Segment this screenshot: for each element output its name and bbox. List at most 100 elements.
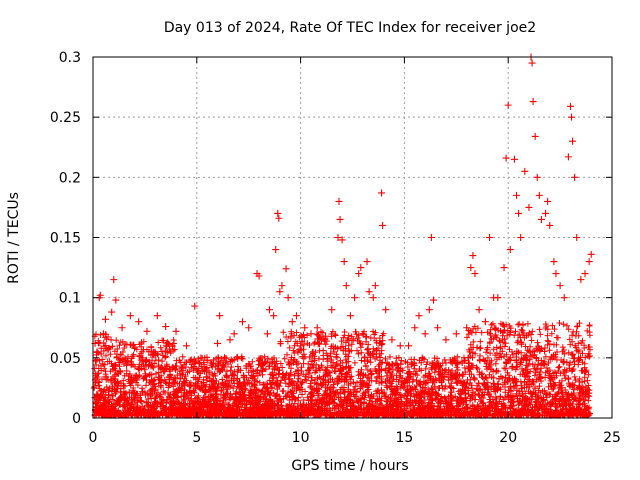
scatter-point — [429, 296, 437, 304]
y-tick-label: 0.05 — [50, 351, 81, 367]
scatter-point — [552, 270, 560, 278]
scatter-point — [510, 155, 518, 163]
scatter-point — [535, 191, 543, 199]
scatter-point — [216, 312, 224, 320]
y-axis-title: ROTI / TECUs — [6, 192, 22, 284]
x-tick-label: 10 — [292, 430, 310, 446]
dense-points-path — [91, 320, 594, 419]
scatter-point — [396, 342, 404, 350]
scatter-point — [481, 318, 489, 326]
scatter-point — [569, 137, 577, 145]
scatter-point — [282, 265, 290, 273]
scatter-point — [529, 98, 537, 106]
scatter-point — [197, 354, 205, 362]
scatter-point — [585, 258, 593, 266]
x-tick-label: 0 — [89, 430, 98, 446]
scatter-point — [153, 312, 161, 320]
scatter-point — [93, 348, 101, 356]
scatter-point — [292, 312, 300, 320]
x-tick-label: 15 — [395, 430, 413, 446]
scatter-point — [265, 306, 273, 314]
scatter-point — [301, 324, 309, 332]
scatter-point — [245, 324, 253, 332]
scatter-point — [581, 270, 589, 278]
scatter-point — [587, 250, 595, 258]
scatter-point — [203, 356, 211, 364]
scatter-point — [110, 276, 118, 284]
scatter-point — [297, 342, 305, 350]
scatter-point — [274, 209, 282, 217]
scatter-point — [515, 209, 523, 217]
scatter-point — [434, 324, 442, 332]
scatter-point — [288, 318, 296, 326]
scatter-point — [338, 236, 346, 244]
scatter-point — [537, 215, 545, 223]
scatter-point — [230, 330, 238, 338]
scatter-point — [521, 167, 529, 175]
scatter-point — [143, 327, 151, 335]
scatter-point — [571, 173, 579, 181]
axis-ticks: 0 5 10 15 20 25 0 0.05 0.1 0.15 0.2 0.25 0.3 — [50, 50, 621, 446]
scatter-point — [135, 318, 143, 326]
scatter-point — [99, 330, 107, 338]
scatter-point — [371, 282, 379, 290]
scatter-point — [560, 294, 568, 302]
scatter-point — [263, 330, 271, 338]
scatter-point — [469, 252, 477, 260]
scatter-point — [568, 113, 576, 121]
scatter-point — [284, 294, 292, 302]
scatter-point — [556, 282, 564, 290]
grid — [93, 57, 612, 418]
scatter-point — [405, 342, 413, 350]
scatter-point — [467, 264, 475, 272]
scatter-point — [452, 330, 460, 338]
scatter-point — [411, 324, 419, 332]
scatter-point — [471, 270, 479, 278]
scatter-point — [421, 330, 429, 338]
scatter-point — [550, 258, 558, 266]
scatter-point — [126, 312, 134, 320]
scatter-point — [566, 102, 574, 110]
scatter-point — [513, 191, 521, 199]
scatter-point — [573, 234, 581, 241]
scatter-point — [340, 258, 348, 266]
scatter-point — [275, 214, 283, 222]
scatter-point — [322, 332, 330, 340]
scatter-point — [365, 288, 373, 296]
scatter-point — [542, 209, 550, 217]
y-tick-label: 0.15 — [50, 231, 81, 247]
scatter-point — [276, 288, 284, 296]
scatter-point — [388, 336, 396, 344]
scatter-point — [278, 282, 286, 290]
scatter-point — [270, 312, 278, 320]
chart-title: Day 013 of 2024, Rate Of TEC Index for r… — [164, 20, 536, 36]
y-tick-label: 0 — [72, 411, 81, 427]
scatter-point — [101, 315, 109, 323]
scatter-points — [91, 53, 595, 364]
scatter-point — [382, 306, 390, 314]
scatter-point — [415, 312, 423, 320]
x-tick-label: 20 — [499, 430, 517, 446]
scatter-point — [351, 294, 359, 302]
scatter-point — [379, 221, 387, 229]
scatter-point — [486, 234, 494, 241]
scatter-point — [546, 221, 554, 229]
scatter-point — [118, 324, 126, 332]
scatter-point — [425, 306, 433, 314]
scatter-point — [96, 291, 104, 299]
x-axis-title: GPS time / hours — [291, 458, 408, 474]
scatter-point — [494, 294, 502, 302]
y-tick-label: 0.25 — [50, 110, 81, 126]
scatter-point — [112, 296, 120, 304]
scatter-point — [335, 197, 343, 205]
scatter-point — [544, 197, 552, 205]
scatter-point — [442, 336, 450, 344]
scatter-point — [313, 324, 321, 332]
scatter-point — [346, 312, 354, 320]
scatter-point — [357, 264, 365, 272]
scatter-point — [307, 330, 315, 338]
scatter-point — [506, 246, 514, 254]
scatter-point — [378, 189, 386, 197]
